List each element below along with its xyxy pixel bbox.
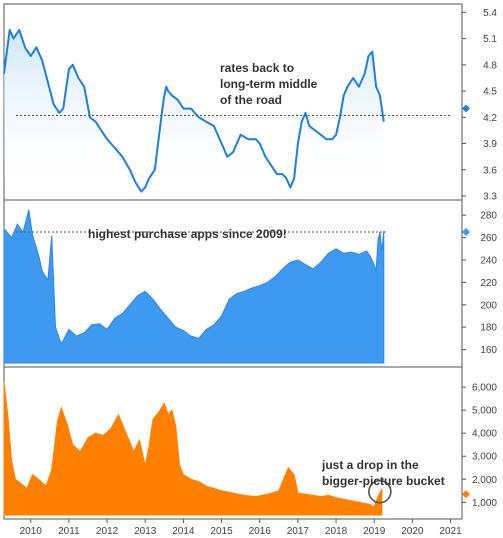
delinq-ytick-label: 5,000 [472, 406, 497, 417]
axes-layer: 2010 2011 2012 2013 2014 2015 2016 2017 2018 2019… [20, 519, 462, 537]
apps-ytick-label: 200 [480, 300, 497, 311]
rates-ytick-label: 5.1 [483, 34, 497, 45]
xtick-label: 2016 [249, 526, 272, 537]
delinq-ytick-label: 3,000 [472, 452, 497, 463]
xtick-label: 2020 [401, 526, 424, 537]
xtick-label: 2019 [363, 526, 386, 537]
delinquencies-area [3, 382, 383, 516]
xtick-label: 2021 [439, 526, 462, 537]
delinq-ytick-label: 1,000 [472, 498, 497, 509]
apps-ytick-label: 180 [480, 323, 497, 334]
rates-last-value-marker [462, 104, 470, 113]
purchase-apps-layer: 160 180 200 220 240 260 280 [3, 209, 497, 364]
apps-annotation: highest purchase apps since 2009! [88, 227, 287, 241]
delinq-ytick-label: 4,000 [472, 429, 497, 440]
apps-ytick-label: 280 [480, 211, 497, 222]
delinq-ytick-label: 6,000 [472, 383, 497, 394]
xtick-label: 2015 [210, 526, 233, 537]
rates-layer: 3.3 3.6 3.9 4.2 4.5 4.8 5.1 5.4 [3, 8, 497, 203]
rates-ytick-label: 4.2 [483, 113, 497, 124]
rates-line [3, 28, 385, 193]
delinquencies-layer: 1,000 2,000 3,000 4,000 5,000 6,000 [3, 382, 497, 516]
rates-annotation-line-3: of the road [220, 93, 282, 107]
rates-ytick-label: 3.6 [483, 165, 497, 176]
delinq-annotation-line-1: just a drop in the [321, 458, 419, 472]
rates-ytick-label: 4.5 [483, 87, 497, 98]
rates-ytick-label: 4.8 [483, 60, 497, 71]
xtick-label: 2010 [20, 526, 43, 537]
apps-ytick-label: 260 [480, 233, 497, 244]
xtick-label: 2012 [96, 526, 119, 537]
xtick-label: 2014 [172, 526, 195, 537]
delinq-last-value-marker [462, 490, 470, 499]
xtick-label: 2013 [134, 526, 157, 537]
xtick-label: 2018 [325, 526, 348, 537]
rates-ytick-label: 3.3 [483, 192, 497, 203]
xtick-label: 2011 [58, 526, 80, 537]
rates-ytick-label: 5.4 [483, 8, 497, 19]
highlight-circle [368, 479, 392, 504]
rates-ytick-label: 3.9 [483, 139, 497, 150]
delinq-annotation-line-2: bigger-picture bucket [322, 474, 445, 488]
apps-ytick-label: 160 [480, 345, 497, 356]
xtick-label: 2017 [287, 526, 310, 537]
purchase-apps-area [3, 209, 385, 364]
rates-annotation-line-2: long-term middle [220, 77, 318, 91]
apps-ytick-label: 220 [480, 278, 497, 289]
apps-ytick-label: 240 [480, 255, 497, 266]
apps-last-value-marker [462, 227, 470, 236]
rates-annotation-line-1: rates back to [220, 61, 294, 75]
delinq-ytick-label: 2,000 [472, 475, 497, 486]
